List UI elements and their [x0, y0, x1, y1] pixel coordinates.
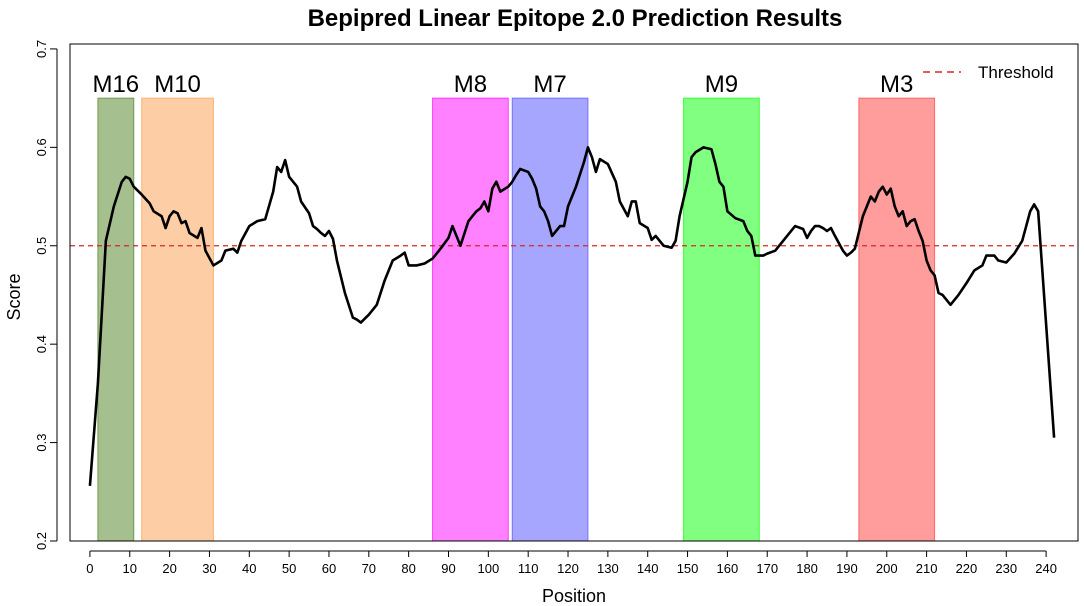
- x-tick-label: 220: [956, 561, 978, 576]
- x-tick-label: 230: [995, 561, 1017, 576]
- x-tick-label: 160: [717, 561, 739, 576]
- y-tick-label: 0.7: [34, 40, 49, 58]
- legend-threshold-label: Threshold: [978, 63, 1054, 82]
- x-tick-label: 0: [86, 561, 93, 576]
- region-label-m16: M16: [92, 71, 139, 98]
- x-tick-label: 170: [756, 561, 778, 576]
- region-band-m16: [97, 97, 135, 542]
- x-tick-label: 20: [162, 561, 176, 576]
- x-tick-label: 10: [123, 561, 137, 576]
- chart-title: Bepipred Linear Epitope 2.0 Prediction R…: [308, 5, 843, 32]
- x-tick-label: 40: [242, 561, 256, 576]
- x-tick-label: 150: [677, 561, 699, 576]
- y-tick-label: 0.6: [34, 138, 49, 156]
- region-band-m8: [432, 97, 509, 542]
- score-line: [88, 146, 1056, 486]
- y-tick-label: 0.5: [34, 237, 49, 255]
- x-tick-label: 100: [477, 561, 499, 576]
- region-band-m7: [511, 97, 589, 542]
- x-tick-label: 70: [362, 561, 376, 576]
- plot-frame: [69, 43, 1079, 542]
- region-band-m10: [141, 97, 214, 542]
- x-tick-label: 200: [876, 561, 898, 576]
- y-tick-label: 0.2: [34, 532, 49, 550]
- x-tick-label: 140: [637, 561, 659, 576]
- region-label-m7: M7: [533, 71, 566, 98]
- series-layer: [88, 146, 1056, 486]
- region-label-m3: M3: [880, 71, 913, 98]
- regions-layer: M16 M10 M8 M7 M9 M3: [92, 71, 936, 542]
- y-axis: 0.2 0.3 0.4 0.5 0.6 0.7: [34, 40, 58, 550]
- x-tick-label: 90: [441, 561, 455, 576]
- x-axis-label: Position: [542, 586, 606, 606]
- x-tick-label: 30: [202, 561, 216, 576]
- region-label-m9: M9: [705, 71, 738, 98]
- region-label-m10: M10: [154, 71, 201, 98]
- x-axis: 0 10 20 30 40 50 60 70 80 90 100 110 120 130 140 150 160…: [86, 550, 1057, 576]
- y-tick-label: 0.4: [34, 335, 49, 353]
- x-tick-label: 120: [557, 561, 579, 576]
- region-band-m9: [683, 97, 760, 542]
- legend: Threshold: [923, 63, 1054, 82]
- x-tick-label: 180: [796, 561, 818, 576]
- x-tick-label: 50: [282, 561, 296, 576]
- y-axis-label: Score: [4, 273, 24, 320]
- region-label-m8: M8: [454, 71, 487, 98]
- region-band-m3: [858, 97, 936, 542]
- x-tick-label: 210: [916, 561, 938, 576]
- x-tick-label: 110: [518, 561, 539, 576]
- x-tick-label: 130: [597, 561, 619, 576]
- x-tick-label: 80: [401, 561, 415, 576]
- y-tick-label: 0.3: [34, 434, 49, 452]
- x-tick-label: 240: [1035, 561, 1057, 576]
- x-tick-label: 60: [322, 561, 336, 576]
- x-tick-label: 190: [836, 561, 858, 576]
